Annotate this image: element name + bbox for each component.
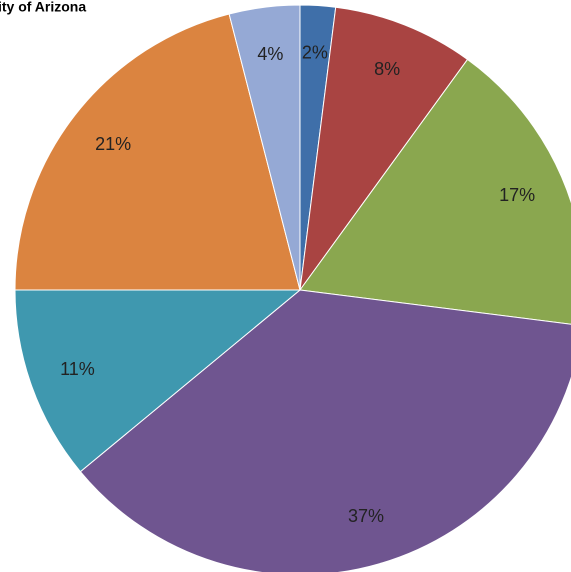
data-label: 2%	[302, 43, 328, 63]
chart-title: ity of Arizona	[0, 0, 86, 15]
pie	[14, 4, 571, 572]
data-label: 37%	[348, 506, 384, 526]
data-label: 4%	[257, 44, 283, 64]
pie-slice	[14, 289, 302, 473]
pie-slice	[299, 58, 571, 325]
data-label: 11%	[60, 359, 95, 379]
pie-slice	[79, 289, 571, 572]
pie-slice	[299, 6, 469, 291]
pie-slice	[228, 4, 301, 291]
data-label: 21%	[95, 134, 131, 154]
pie-slice	[14, 13, 301, 291]
data-label: 17%	[499, 185, 535, 205]
data-label: 8%	[374, 59, 400, 79]
